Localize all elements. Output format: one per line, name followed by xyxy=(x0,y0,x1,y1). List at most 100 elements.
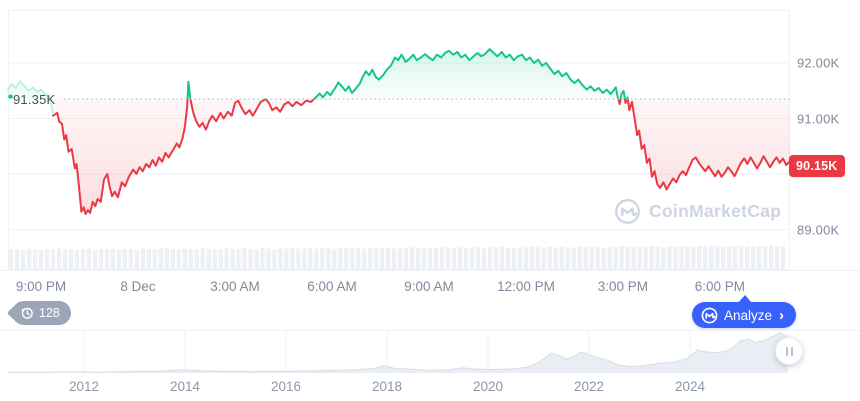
volume-bar xyxy=(98,248,104,270)
volume-bar xyxy=(272,249,277,270)
volume-bar xyxy=(565,247,570,270)
baseline-price-label: 91.35K xyxy=(13,92,56,107)
navigator-handle[interactable] xyxy=(775,337,803,365)
volume-bar xyxy=(523,247,528,270)
history-count: 128 xyxy=(39,306,60,320)
volume-bar xyxy=(212,248,217,270)
volume-bar xyxy=(320,247,325,270)
volume-bar xyxy=(104,249,110,270)
volume-bar xyxy=(176,249,181,270)
volume-bar xyxy=(739,245,744,270)
navigator-sparkline xyxy=(8,331,788,373)
volume-bar xyxy=(703,246,708,270)
volume-bar xyxy=(398,247,403,270)
navigator-year-label: 2016 xyxy=(270,379,302,394)
volume-bar xyxy=(625,246,630,270)
volume-bar xyxy=(290,247,295,270)
navigator-year-label: 2012 xyxy=(68,379,100,394)
volume-bar xyxy=(757,245,762,270)
volume-bar xyxy=(254,249,259,270)
x-axis-tick: 9:00 PM xyxy=(15,279,67,294)
volume-bar xyxy=(15,249,20,270)
volume-bar xyxy=(9,249,14,270)
volume-bar xyxy=(164,248,169,270)
volume-bar xyxy=(242,248,247,270)
x-axis-tick: 3:00 PM xyxy=(597,279,649,294)
x-axis-tick: 3:00 AM xyxy=(210,279,260,294)
volume-bar xyxy=(374,248,379,270)
volume-bar xyxy=(691,247,696,270)
volume-bar xyxy=(511,247,516,270)
price-line-up xyxy=(186,48,629,100)
volume-bar xyxy=(362,248,367,270)
volume-bar xyxy=(487,247,493,270)
volume-bar xyxy=(673,246,678,270)
volume-bar xyxy=(421,248,427,270)
history-count-badge[interactable]: 128 xyxy=(12,301,71,325)
volume-bar xyxy=(218,249,223,270)
volume-bar xyxy=(433,247,439,270)
volume-bar xyxy=(62,249,68,270)
volume-bar xyxy=(188,248,193,270)
volume-bar xyxy=(116,249,121,270)
volume-bar xyxy=(721,247,726,270)
price-area-below xyxy=(53,99,790,214)
handle-grip-icon xyxy=(785,346,788,356)
volume-bar xyxy=(751,246,756,270)
volume-bar xyxy=(457,247,463,270)
volume-bar xyxy=(745,246,750,270)
volume-bar xyxy=(380,247,385,270)
navigator-area xyxy=(8,332,788,373)
volume-bar xyxy=(571,247,576,270)
volume-bar xyxy=(445,247,451,270)
x-axis-tick: 6:00 PM xyxy=(694,279,746,294)
volume-bar xyxy=(50,249,56,270)
volume-bar xyxy=(386,247,391,270)
volume-bar xyxy=(631,247,636,270)
timeline-navigator[interactable] xyxy=(0,330,860,376)
volume-bar xyxy=(661,247,666,270)
volume-bar xyxy=(655,246,660,270)
volume-bar xyxy=(595,246,600,270)
volume-bar xyxy=(266,248,271,270)
volume-bar xyxy=(727,246,732,270)
coinmarketcap-logo-icon xyxy=(701,307,718,323)
volume-bar xyxy=(637,246,642,270)
volume-bar xyxy=(350,247,355,270)
x-axis-tick: 8 Dec xyxy=(120,279,156,294)
volume-bar xyxy=(517,246,522,270)
volume-bar xyxy=(541,247,546,270)
volume-bar xyxy=(733,246,738,270)
y-axis-label: 91.00K xyxy=(797,111,840,126)
navigator-year-label: 2014 xyxy=(169,379,201,394)
volume-bar xyxy=(158,248,163,270)
volume-bar xyxy=(392,248,397,270)
volume-bar xyxy=(230,248,235,270)
volume-bar xyxy=(80,249,86,270)
x-axis-tick: 6:00 AM xyxy=(307,279,357,294)
volume-bar xyxy=(763,246,768,270)
analyze-button[interactable]: Analyze › xyxy=(692,295,797,328)
volume-bar xyxy=(649,246,654,270)
volume-bar xyxy=(553,247,558,270)
volume-bar xyxy=(559,246,564,270)
volume-bar xyxy=(547,246,552,270)
volume-bar xyxy=(529,246,534,270)
price-chart[interactable] xyxy=(0,0,860,276)
volume-bar xyxy=(21,250,26,270)
volume-bar xyxy=(667,246,672,270)
volume-bar xyxy=(368,247,373,270)
volume-bar xyxy=(206,249,211,270)
history-clock-icon xyxy=(21,307,33,319)
volume-bar xyxy=(535,247,540,270)
volume-bar xyxy=(146,249,151,270)
chevron-right-icon: › xyxy=(779,306,785,324)
volume-bar xyxy=(284,248,289,270)
x-axis-tick: 12:00 PM xyxy=(497,279,555,294)
volume-bar xyxy=(248,248,253,270)
volume-bar xyxy=(308,247,313,270)
volume-bar xyxy=(769,245,774,270)
volume-bar xyxy=(314,248,319,270)
volume-bar xyxy=(27,248,32,270)
